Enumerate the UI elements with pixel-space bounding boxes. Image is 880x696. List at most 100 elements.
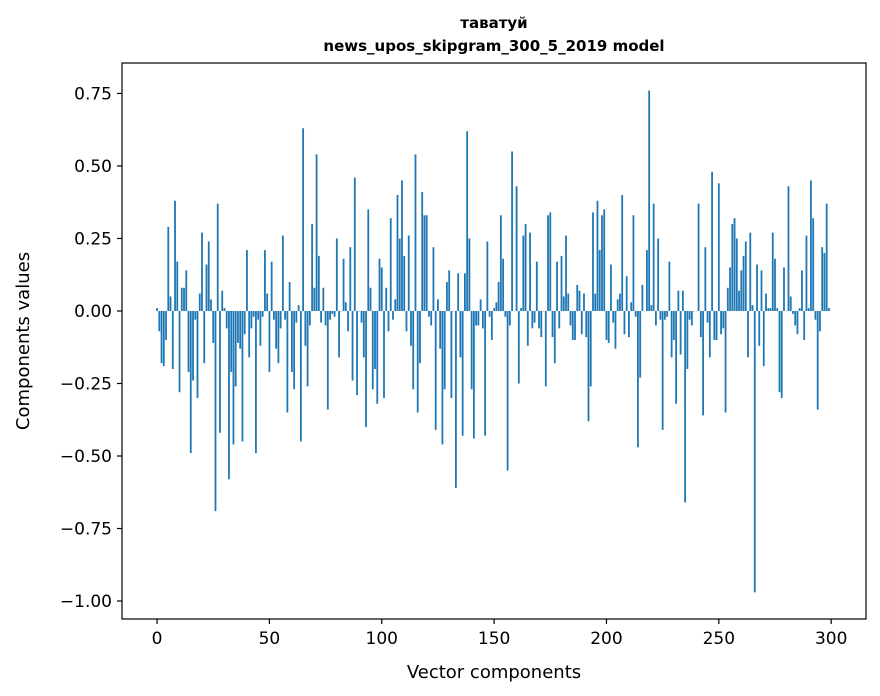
bar-14	[187, 310, 190, 372]
bar-146	[484, 310, 487, 436]
bar-45	[257, 310, 260, 320]
bar-64	[299, 310, 302, 442]
bar-21	[203, 310, 206, 364]
bar-222	[655, 310, 657, 326]
y-tick-label: 0.25	[74, 229, 112, 249]
bar-158	[511, 151, 513, 311]
bar-181	[562, 296, 565, 311]
y-tick-label: −0.25	[60, 374, 112, 394]
bar-214	[637, 310, 639, 448]
bar-50	[268, 310, 271, 372]
bar-131	[450, 310, 453, 398]
bar-46	[259, 310, 262, 346]
bar-59	[288, 281, 291, 311]
bar-203	[612, 310, 615, 323]
bar-79	[333, 310, 336, 317]
bar-110	[403, 255, 406, 311]
bar-9	[176, 261, 179, 311]
bar-208	[623, 310, 626, 335]
bar-210	[628, 310, 630, 338]
bar-269	[760, 270, 763, 311]
bar-10	[178, 310, 181, 393]
bar-221	[652, 203, 655, 311]
bar-292	[812, 218, 815, 311]
bar-286	[798, 308, 801, 311]
bar-102	[385, 287, 388, 311]
bar-173	[544, 310, 547, 387]
bar-3	[162, 310, 165, 367]
bar-164	[524, 223, 527, 311]
bar-119	[423, 215, 426, 311]
bar-277	[778, 310, 781, 393]
bar-4	[165, 310, 167, 340]
bar-219	[648, 90, 651, 311]
bar-25	[212, 310, 215, 343]
bar-88	[353, 177, 356, 311]
bar-257	[733, 218, 736, 311]
x-tick-label: 300	[815, 629, 847, 649]
bar-249	[715, 310, 718, 340]
bar-116	[416, 310, 419, 413]
bar-72	[317, 255, 320, 311]
bar-57	[284, 310, 287, 320]
bar-212	[632, 215, 635, 311]
x-tick-label: 100	[366, 629, 398, 649]
bar-68	[308, 310, 311, 326]
bar-200	[605, 310, 608, 340]
bar-74	[322, 287, 325, 311]
bar-87	[351, 310, 354, 381]
bar-284	[794, 310, 797, 326]
bar-199	[603, 209, 606, 311]
bar-209	[625, 276, 628, 311]
bar-253	[724, 310, 727, 413]
bar-100	[380, 267, 383, 311]
bar-52	[273, 310, 275, 320]
x-tick-label: 250	[703, 629, 735, 649]
bar-54	[277, 310, 280, 364]
bar-127	[441, 310, 444, 445]
bar-282	[789, 296, 792, 311]
bar-224	[659, 310, 662, 320]
bar-33	[230, 310, 233, 372]
bar-288	[803, 310, 806, 340]
bar-58	[286, 310, 289, 413]
bar-296	[821, 247, 824, 311]
bar-205	[616, 299, 619, 311]
bar-243	[702, 310, 704, 416]
bar-85	[347, 310, 349, 332]
bar-179	[558, 310, 561, 329]
bar-297	[823, 252, 826, 311]
bar-48	[264, 250, 266, 311]
bar-91	[360, 310, 363, 323]
bar-157	[508, 310, 511, 326]
bar-56	[281, 235, 284, 311]
bar-49	[266, 293, 269, 311]
bar-228	[668, 261, 671, 311]
bar-290	[807, 308, 810, 311]
bar-218	[646, 250, 648, 311]
bar-109	[401, 180, 403, 311]
bar-275	[774, 258, 776, 311]
bar-24	[210, 299, 212, 311]
bar-276	[776, 308, 779, 311]
bar-108	[398, 238, 401, 311]
bar-166	[529, 232, 531, 311]
bar-237	[688, 310, 691, 320]
bar-283	[792, 310, 794, 314]
bar-104	[389, 218, 392, 311]
bar-40	[246, 250, 248, 311]
bar-294	[816, 310, 819, 410]
bar-22	[205, 264, 208, 311]
bar-151	[495, 302, 498, 311]
bar-235	[684, 310, 687, 503]
bar-160	[515, 186, 518, 311]
bar-118	[421, 192, 424, 311]
y-tick-label: −1.00	[60, 592, 112, 612]
bar-213	[634, 310, 637, 317]
bar-197	[598, 250, 601, 311]
bar-178	[556, 261, 558, 311]
bar-18	[196, 310, 199, 398]
bar-44	[255, 310, 257, 454]
bar-114	[412, 310, 415, 390]
